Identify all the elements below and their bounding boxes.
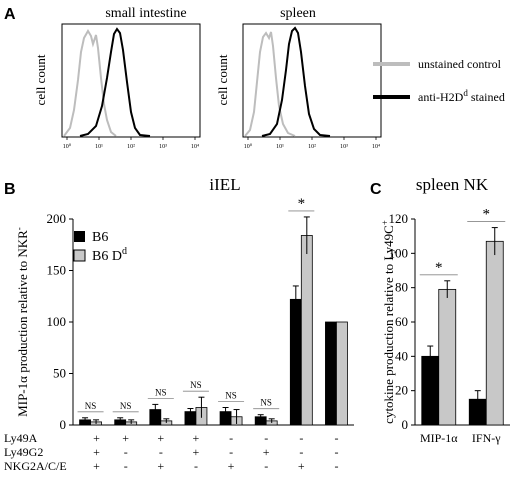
y-tick-label: 80 xyxy=(395,280,408,295)
legend-swatch-b6 xyxy=(74,231,85,242)
condition-table: Ly49A + + + + - - - -Ly49G2 + - - + - + - -NKG2A/C/E + - + -… xyxy=(4,431,338,473)
y-tick-label: 100 xyxy=(389,245,409,260)
y-tick-label: 150 xyxy=(47,263,67,278)
hist-xtick-label: 10² xyxy=(127,144,135,150)
condition-mark: + xyxy=(122,431,129,445)
y-tick-label: 40 xyxy=(395,348,408,363)
significance-label: NS xyxy=(155,387,167,397)
hist-xtick-label: 10⁴ xyxy=(372,144,380,150)
significance-label: * xyxy=(483,207,491,223)
hist-xtick-label: 10¹ xyxy=(276,144,284,150)
condition-mark: - xyxy=(334,459,338,473)
condition-mark: + xyxy=(228,459,235,473)
y-tick-label: 0 xyxy=(402,417,409,432)
hist-xtick-label: 10³ xyxy=(340,144,348,150)
significance-label: * xyxy=(435,260,443,276)
hist-xtick-label: 10² xyxy=(308,144,316,150)
y-tick-label: 50 xyxy=(53,366,66,381)
stained-curve-spleen xyxy=(261,26,331,137)
condition-mark: - xyxy=(194,459,198,473)
panel-b: iIEL MIP-1α production relative to NKR- … xyxy=(4,175,354,473)
legend-label-b6dd: B6 Dd xyxy=(92,246,127,264)
bar-series2 xyxy=(336,321,348,426)
condition-mark: + xyxy=(93,445,100,459)
panel-c: spleen NK cytokine production relative t… xyxy=(380,175,510,445)
y-tick-label: 100 xyxy=(47,314,67,329)
chart-b-plot: 0 50 100 150 200 NS NS NS NS NS NS * xyxy=(47,196,354,432)
panel-label-a: A xyxy=(4,6,16,23)
x-category-label: MIP-1α xyxy=(420,431,458,445)
hist-x-ticks: 10⁰ 10¹ 10² 10³ 10⁴ 10⁰ 10¹ 10² 10³ 10⁴ xyxy=(63,137,380,150)
panel-label-b: B xyxy=(4,181,16,198)
chart-c-plot: 0 20 40 60 80 100 120 * MIP-1α * IFN-γ xyxy=(389,207,510,445)
condition-mark: - xyxy=(124,445,128,459)
significance-label: NS xyxy=(190,380,202,390)
x-category-label: IFN-γ xyxy=(472,431,501,445)
hist-xtick-label: 10⁰ xyxy=(244,143,253,150)
condition-mark: - xyxy=(264,459,268,473)
unstained-curve-small-intestine xyxy=(63,29,117,137)
condition-mark: + xyxy=(157,459,164,473)
y-tick-label: 200 xyxy=(47,211,67,226)
panel-label-c: C xyxy=(370,181,382,198)
condition-mark: + xyxy=(193,445,200,459)
condition-mark: - xyxy=(124,459,128,473)
hist-xtick-label: 10⁰ xyxy=(63,143,72,150)
hist-xtick-label: 10¹ xyxy=(95,144,103,150)
condition-mark: + xyxy=(263,445,270,459)
significance-label: * xyxy=(298,196,306,212)
panel-a: small intestine spleen cell count cell c… xyxy=(33,6,505,150)
condition-mark: - xyxy=(229,445,233,459)
condition-mark: + xyxy=(298,459,305,473)
condition-mark: - xyxy=(229,431,233,445)
hist-xtick-label: 10³ xyxy=(159,144,167,150)
bar-series1 xyxy=(325,321,337,426)
bar-series1 xyxy=(289,298,302,426)
y-tick-label: 120 xyxy=(389,211,409,226)
condition-row-label: Ly49G2 xyxy=(4,445,43,459)
y-tick-label: 20 xyxy=(395,383,408,398)
hist-ylabel-2: cell count xyxy=(215,54,230,105)
condition-mark: - xyxy=(264,431,268,445)
condition-mark: - xyxy=(334,431,338,445)
significance-label: NS xyxy=(225,390,237,400)
unstained-curve-spleen xyxy=(244,31,296,137)
bar-series2 xyxy=(300,235,313,426)
condition-mark: - xyxy=(299,431,303,445)
bar-series2 xyxy=(438,288,457,426)
significance-label: NS xyxy=(120,401,132,411)
significance-label: NS xyxy=(260,398,272,408)
bar-series2 xyxy=(485,240,504,426)
y-tick-label: 60 xyxy=(395,314,408,329)
chart-c-title: spleen NK xyxy=(416,175,489,194)
legend-label-b6: B6 xyxy=(92,230,108,245)
chart-c-ylabel: cytokine production relative to Ly49C+ xyxy=(380,220,396,424)
legend-swatch-b6dd xyxy=(73,249,86,262)
condition-mark: - xyxy=(159,445,163,459)
condition-mark: + xyxy=(93,431,100,445)
chart-b-title: iIEL xyxy=(209,175,240,194)
condition-mark: - xyxy=(334,445,338,459)
chart-b-ylabel: MIP-1α production relative to NKR- xyxy=(14,227,30,417)
condition-row-label: Ly49A xyxy=(4,431,38,445)
hist-title-small-intestine: small intestine xyxy=(105,6,186,21)
y-tick-label: 0 xyxy=(60,417,67,432)
significance-label: NS xyxy=(85,401,97,411)
condition-mark: + xyxy=(157,431,164,445)
condition-row-label: NKG2A/C/E xyxy=(4,459,67,473)
legend-label-stained: anti-H2Dd stained xyxy=(418,88,505,104)
condition-mark: + xyxy=(193,431,200,445)
legend-label-unstained: unstained control xyxy=(418,57,502,71)
hist-title-spleen: spleen xyxy=(280,6,316,21)
stained-curve-small-intestine xyxy=(79,27,151,137)
condition-mark: - xyxy=(299,445,303,459)
condition-mark: + xyxy=(93,459,100,473)
hist-xtick-label: 10⁴ xyxy=(191,144,199,150)
hist-ylabel-1: cell count xyxy=(33,54,48,105)
